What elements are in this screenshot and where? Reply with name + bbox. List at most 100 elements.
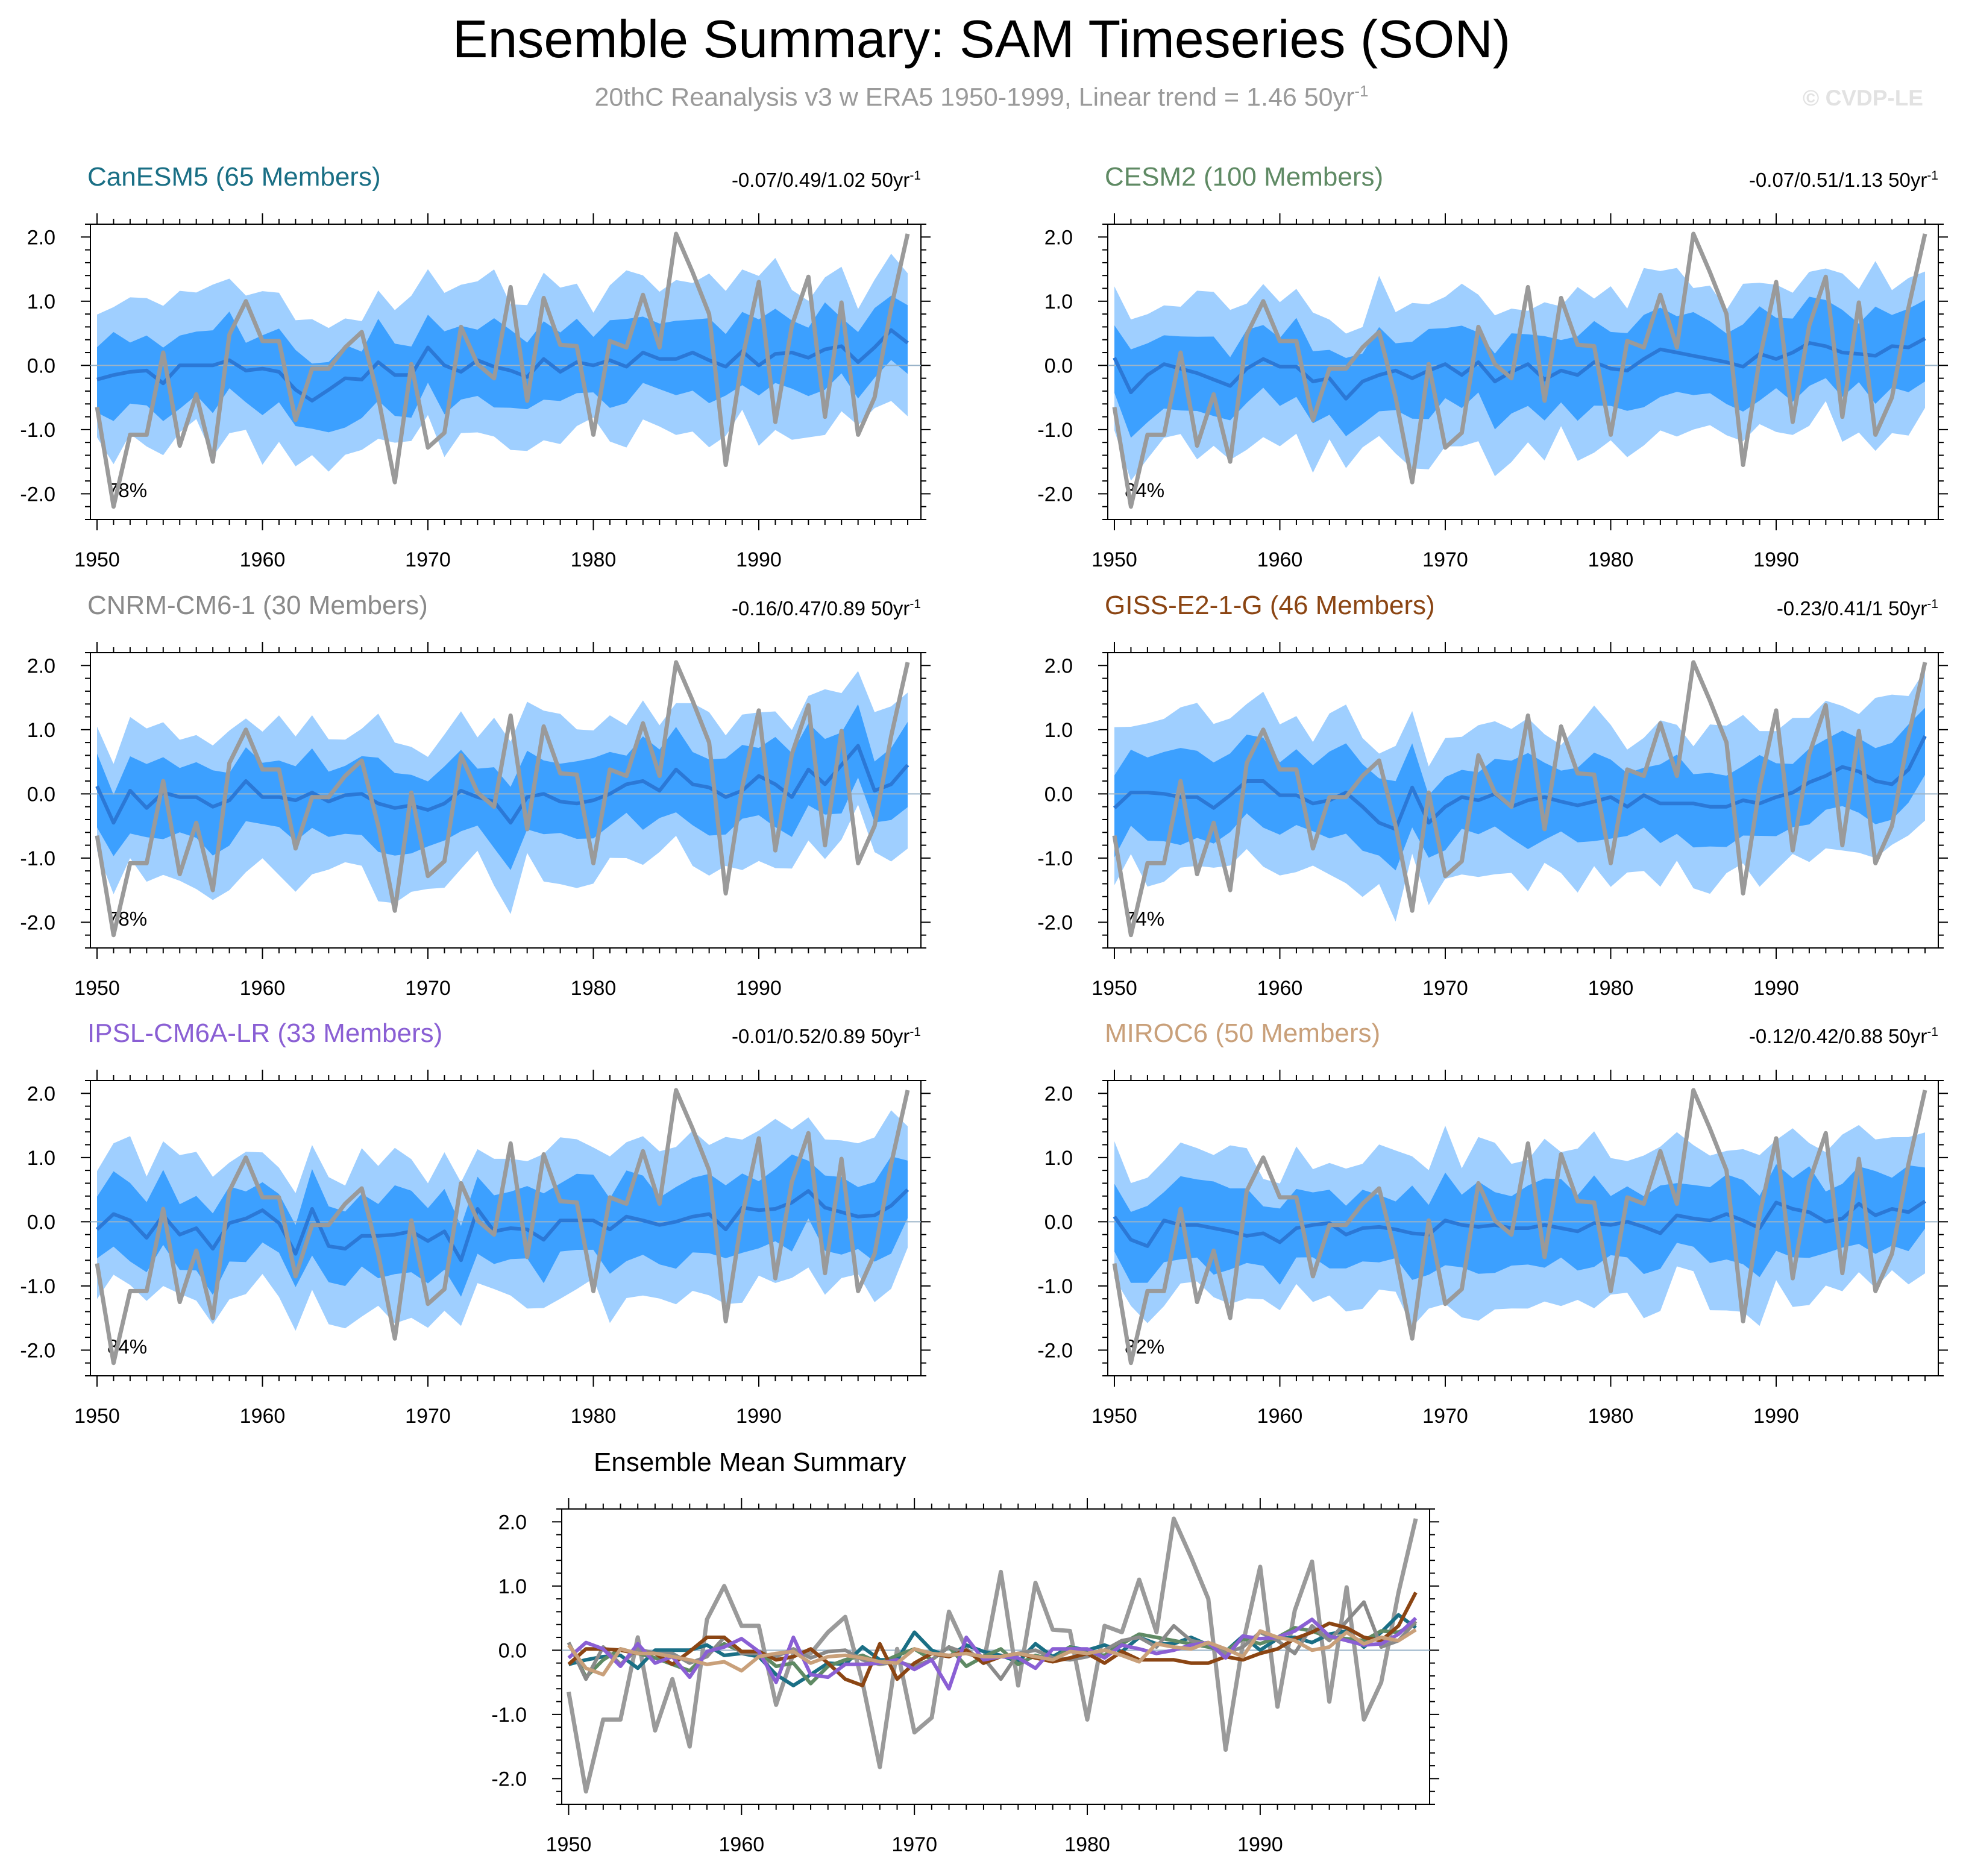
summary-title: Ensemble Mean Summary [594,1448,906,1477]
y-tick-label: 0.0 [27,783,55,806]
y-tick-label: 1.0 [27,1147,55,1170]
y-tick-label: 1.0 [1044,290,1073,313]
x-tick-label: 1960 [1257,1405,1303,1428]
y-tick-label: 0.0 [1044,1211,1073,1234]
x-tick-label: 1960 [719,1833,765,1856]
x-tick-label: 1970 [405,548,451,571]
x-tick-label: 1970 [405,1405,451,1428]
x-tick-label: 1990 [1753,548,1799,571]
y-tick-label: -1.0 [1037,1275,1073,1298]
x-tick-label: 1970 [891,1833,937,1856]
x-tick-label: 1980 [571,977,617,1000]
panel-trend: -0.16/0.47/0.89 50yr-1 [732,597,921,620]
x-tick-label: 1950 [1091,548,1137,571]
x-tick-label: 1960 [1257,548,1303,571]
x-tick-label: 1980 [1588,1405,1634,1428]
x-tick-label: 1950 [74,1405,120,1428]
y-tick-label: 0.0 [1044,354,1073,377]
panel-trend-text: -0.16/0.47/0.89 50yr [731,597,910,620]
y-tick-label: -1.0 [1037,419,1073,442]
y-tick-label: -1.0 [1037,847,1073,870]
ensemble-inner-band [1114,1164,1925,1285]
observation-line [95,1088,910,1366]
panel-title: CESM2 (100 Members) [1105,162,1384,192]
subtitle-exponent: -1 [1354,82,1369,100]
y-tick-label: -1.0 [20,1275,55,1298]
plot-frame [1107,652,1939,949]
x-tick-label: 1950 [1091,977,1137,1000]
x-tick-label: 1970 [405,977,451,1000]
panel-trend-text: -0.23/0.41/1 50yr [1776,597,1927,620]
panel-title: GISS-E2-1-G (46 Members) [1105,591,1435,620]
observation-line [95,660,910,938]
y-tick-label: 2.0 [1044,1082,1073,1105]
summary-mean-line-miroc6 [567,1628,1417,1677]
x-tick-label: 1990 [1237,1833,1283,1856]
plot-frame [1107,1080,1939,1376]
y-tick-label: -2.0 [491,1768,527,1790]
panel-trend: -0.07/0.51/1.13 50yr-1 [1749,169,1938,192]
panel-giss-e2-1-g: 2.0 1.0 0.0 -1.0 -2.0 1950 1960 1970 1980 1990 [1037,642,1948,1000]
panel-trend-exponent: -1 [1927,597,1938,611]
x-tick-label: 1950 [546,1833,592,1856]
y-tick-label: 0.0 [27,354,55,377]
panel-canesm5: 2.0 1.0 0.0 -1.0 -2.0 1950 1960 1970 1980 1990 [20,213,931,571]
panel-title: CNRM-CM6-1 (30 Members) [87,591,428,620]
main-title: Ensemble Summary: SAM Timeseries (SON) [452,9,1511,69]
x-tick-label: 1990 [736,977,782,1000]
x-tick-label: 1990 [1753,977,1799,1000]
y-tick-label: 0.0 [498,1639,527,1662]
panel-trend-exponent: -1 [1927,169,1938,183]
observation-line [95,231,910,509]
ensemble-mean-line [95,744,909,825]
y-tick-label: -2.0 [20,1339,55,1362]
y-tick-label: -1.0 [20,847,55,870]
panel-title: CanESM5 (65 Members) [87,162,381,192]
x-tick-label: 1970 [1422,1405,1468,1428]
x-tick-label: 1950 [1091,1405,1137,1428]
panel-trend-text: -0.12/0.42/0.88 50yr [1748,1025,1927,1047]
x-tick-label: 1960 [240,548,286,571]
y-tick-label: 2.0 [498,1511,527,1534]
panel-trend-exponent: -1 [909,169,921,183]
x-tick-label: 1960 [240,977,286,1000]
panel-cesm2: 2.0 1.0 0.0 -1.0 -2.0 1950 1960 1970 1980 1990 [1037,213,1948,571]
panel-trend-exponent: -1 [909,1025,921,1039]
panel-trend: -0.07/0.49/1.02 50yr-1 [732,169,921,192]
y-tick-label: -2.0 [1037,1339,1073,1362]
y-tick-label: 1.0 [498,1575,527,1598]
panel-cnrm-cm6-1: 2.0 1.0 0.0 -1.0 -2.0 1950 1960 1970 1980 1990 [20,642,931,1000]
y-tick-label: -2.0 [1037,483,1073,506]
y-tick-label: 1.0 [1044,719,1073,742]
panel-trend-exponent: -1 [1927,1025,1938,1039]
x-tick-label: 1990 [736,548,782,571]
observation-line [1112,1088,1927,1366]
plot-frame [90,652,922,949]
x-tick-label: 1960 [240,1405,286,1428]
x-tick-label: 1950 [74,977,120,1000]
y-tick-label: 2.0 [27,654,55,677]
ensemble-inner-band [97,704,908,870]
ensemble-mean-line [1113,336,1926,401]
x-tick-label: 1980 [571,1405,617,1428]
ensemble-mean-line [95,1188,909,1263]
subtitle: 20thC Reanalysis v3 w ERA5 1950-1999, Li… [0,82,1963,112]
x-tick-label: 1970 [1422,548,1468,571]
y-tick-label: 2.0 [27,1082,55,1105]
summary-observation-line [567,1516,1418,1794]
panel-miroc6: 2.0 1.0 0.0 -1.0 -2.0 1950 1960 1970 1980 1990 [1037,1070,1948,1428]
panel-title: IPSL-CM6A-LR (33 Members) [87,1018,443,1048]
y-tick-label: -2.0 [20,911,55,934]
y-tick-label: -2.0 [1037,911,1073,934]
ensemble-mean-line [1113,1199,1926,1248]
x-tick-label: 1990 [736,1405,782,1428]
y-tick-label: 0.0 [1044,783,1073,806]
y-tick-label: 2.0 [27,226,55,249]
panel-title: MIROC6 (50 Members) [1105,1018,1381,1048]
y-tick-label: 1.0 [1044,1147,1073,1170]
x-tick-label: 1960 [1257,977,1303,1000]
x-tick-label: 1970 [1422,977,1468,1000]
panel-trend: -0.23/0.41/1 50yr-1 [1777,597,1938,620]
y-tick-label: -1.0 [20,419,55,442]
